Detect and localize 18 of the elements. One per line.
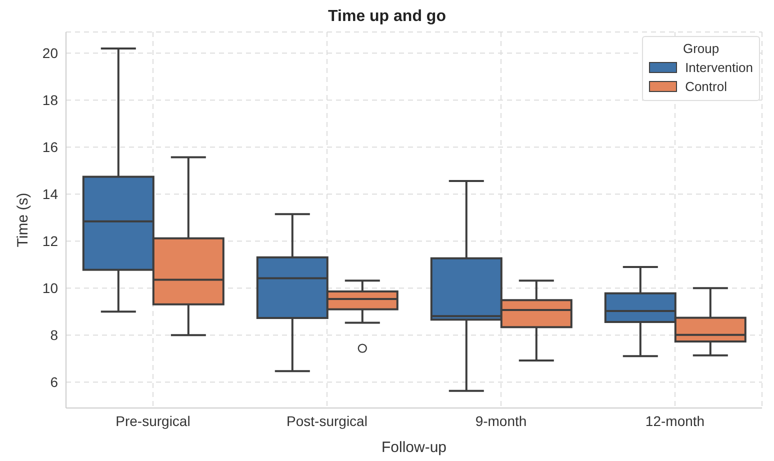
legend-title: Group xyxy=(682,41,720,56)
y-tick-label: 20 xyxy=(42,45,58,62)
x-tick-label: Pre-surgical xyxy=(116,412,190,429)
y-tick-label: 6 xyxy=(50,374,58,390)
y-tick-label: 16 xyxy=(42,139,58,156)
x-tick-label: Post-surgical xyxy=(286,412,368,429)
x-axis-title: Follow-up xyxy=(381,439,447,456)
legend-label: Control xyxy=(685,79,727,94)
y-tick-label: 14 xyxy=(42,186,58,202)
y-tick-label: 18 xyxy=(42,92,58,108)
y-tick-label: 12 xyxy=(42,233,58,250)
chart-title: Time up and go xyxy=(327,8,447,27)
x-tick-label: 9-month xyxy=(475,412,527,429)
x-tick-label: 12-month xyxy=(645,412,705,429)
y-tick-label: 10 xyxy=(42,280,58,296)
y-tick-label: 8 xyxy=(50,327,58,344)
y-axis-title: Time (s) xyxy=(14,192,32,248)
legend-label: Intervention xyxy=(685,60,753,75)
